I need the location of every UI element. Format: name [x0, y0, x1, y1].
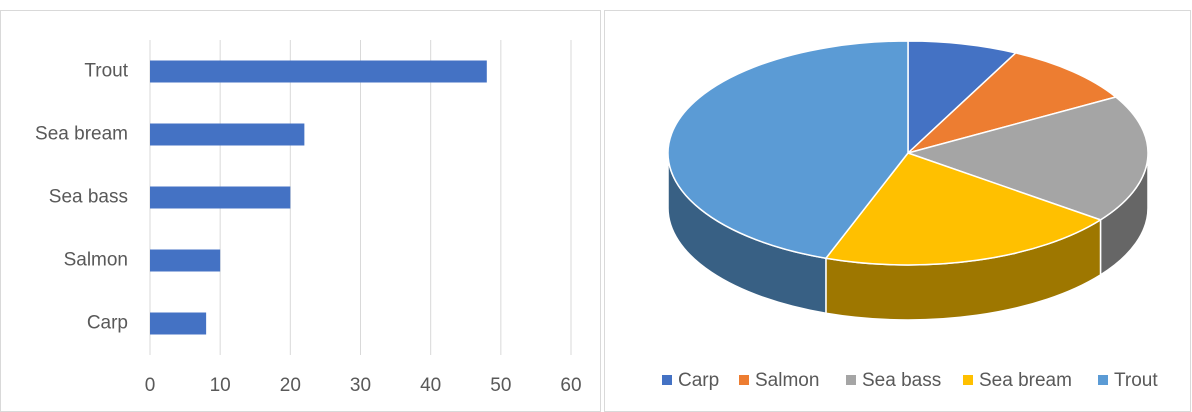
legend-label: Carp: [678, 370, 719, 391]
legend-label: Sea bass: [862, 370, 941, 391]
pie-slice: [824, 152, 1103, 266]
pie-slice: [907, 40, 1018, 155]
bar: [150, 249, 221, 272]
bar: [150, 123, 305, 146]
legend-label: Trout: [1114, 370, 1158, 391]
y-tick-label: Sea bream: [35, 124, 128, 145]
legend-marker: [963, 375, 973, 385]
y-tick-label: Carp: [87, 313, 128, 334]
pie-slice: [905, 96, 1149, 221]
x-tick-label: 40: [420, 375, 441, 396]
y-tick-label: Sea bass: [49, 187, 128, 208]
x-tick-label: 10: [210, 375, 231, 396]
x-tick-label: 50: [490, 375, 511, 396]
pie-slice: [907, 52, 1118, 154]
legend-marker: [846, 375, 856, 385]
legend-label: Salmon: [755, 370, 819, 391]
y-tick-label: Trout: [84, 61, 128, 82]
legend-marker: [739, 375, 749, 385]
legend-marker: [1098, 375, 1108, 385]
x-tick-label: 0: [145, 375, 156, 396]
bar: [150, 312, 207, 335]
x-tick-label: 20: [280, 375, 301, 396]
legend-label: Sea bream: [979, 370, 1072, 391]
y-tick-label: Salmon: [64, 250, 128, 271]
pie-slice: [667, 40, 909, 260]
legend-marker: [662, 375, 672, 385]
bar: [150, 186, 291, 209]
x-tick-label: 60: [560, 375, 581, 396]
x-tick-label: 30: [350, 375, 371, 396]
bar: [150, 60, 487, 83]
